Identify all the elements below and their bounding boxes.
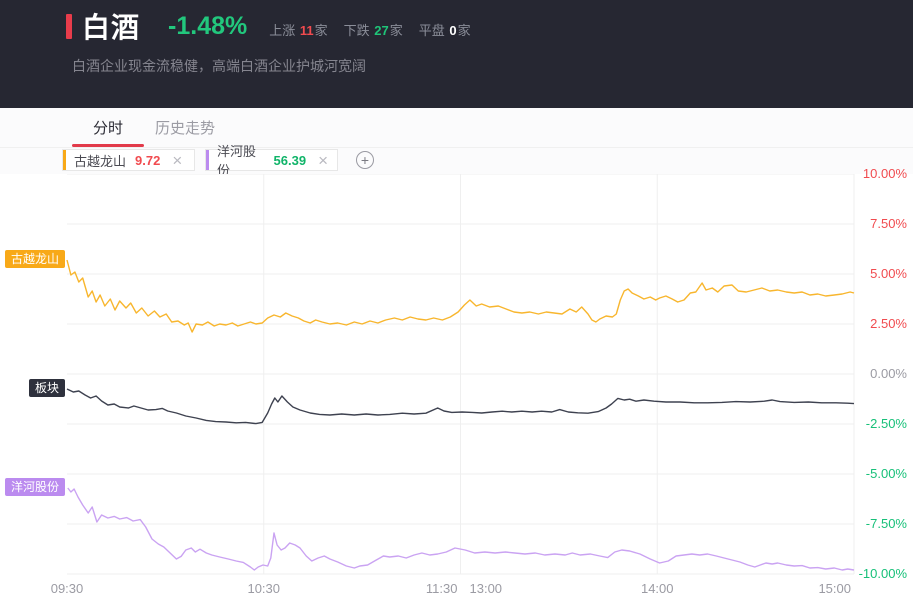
tab-minute-chart[interactable]: 分时 [93, 120, 124, 137]
line-chart-canvas[interactable] [0, 174, 913, 605]
series-line-洋河股份 [67, 487, 855, 571]
y-axis-tick: -2.50% [865, 416, 907, 431]
advancers-count: 11 [299, 22, 314, 38]
series-tag-洋河股份: 洋河股份 [4, 478, 65, 496]
y-axis-tick: 2.50% [870, 316, 907, 331]
stock-chip-guyuelongshan[interactable]: 古越龙山 9.72 × [62, 149, 195, 171]
close-icon[interactable]: × [318, 150, 328, 170]
y-axis-tick: 5.00% [870, 266, 907, 281]
chip-accent-bar [63, 150, 66, 170]
x-axis-tick: 14:00 [640, 581, 674, 596]
title-accent-bar [66, 13, 72, 39]
sector-description: 白酒企业现金流稳健，高端白酒企业护城河宽阔 [72, 58, 366, 74]
chip-stock-price: 9.72 [135, 152, 161, 168]
x-axis-tick: 10:30 [247, 581, 281, 596]
y-axis-tick: 7.50% [870, 216, 907, 231]
series-tag-古越龙山: 古越龙山 [4, 250, 65, 268]
x-axis-tick: 13:00 [469, 581, 503, 596]
chip-accent-bar [206, 150, 209, 170]
intraday-chart[interactable]: 10.00% 7.50% 5.00% 2.50% 0.00% -2.50% -5.00% -7… [0, 166, 913, 605]
stock-chip-yanghegufen[interactable]: 洋河股份 56.39 × [205, 144, 338, 178]
decliners-count: 27 [374, 22, 389, 38]
add-stock-button[interactable]: + [356, 151, 374, 169]
sector-header: 白酒 -1.48% 上涨 11家 下跌 27家 平盘 0家 白酒企业现金流稳健，… [0, 0, 913, 108]
close-icon[interactable]: × [172, 150, 183, 170]
y-axis-tick: 10.00% [862, 166, 907, 181]
series-line-板块 [66, 388, 855, 425]
x-axis-tick: 09:30 [50, 581, 84, 596]
x-axis-tick: 15:00 [818, 581, 851, 596]
x-axis-tick: 11:30 [425, 581, 458, 596]
stat-advancers: 上涨 11家 [269, 22, 328, 38]
tab-history-trend[interactable]: 历史走势 [155, 120, 216, 137]
stock-chips-row: 古越龙山 9.72 × 洋河股份 56.39 × + [0, 144, 913, 178]
y-axis-tick: -5.00% [865, 466, 907, 481]
stat-decliners: 下跌 27家 [343, 22, 403, 38]
unchanged-count: 0 [449, 22, 457, 38]
y-axis-tick: -10.00% [858, 566, 907, 581]
series-line-古越龙山 [66, 259, 855, 333]
page-title: 白酒 [82, 12, 141, 43]
chip-stock-name: 古越龙山 [74, 153, 127, 169]
y-axis-tick: 0.00% [870, 366, 907, 381]
chart-tab-bar: 分时 历史走势 [0, 108, 913, 148]
y-axis-tick: -7.50% [865, 516, 907, 531]
breadth-stats: 上涨 11家 下跌 27家 平盘 0家 [269, 20, 486, 39]
active-tab-underline [72, 144, 144, 147]
sector-change-percent: -1.48% [168, 11, 248, 40]
chip-stock-price: 56.39 [273, 152, 307, 168]
stat-unchanged: 平盘 0家 [418, 22, 471, 38]
series-tag-板块: 板块 [28, 379, 65, 397]
